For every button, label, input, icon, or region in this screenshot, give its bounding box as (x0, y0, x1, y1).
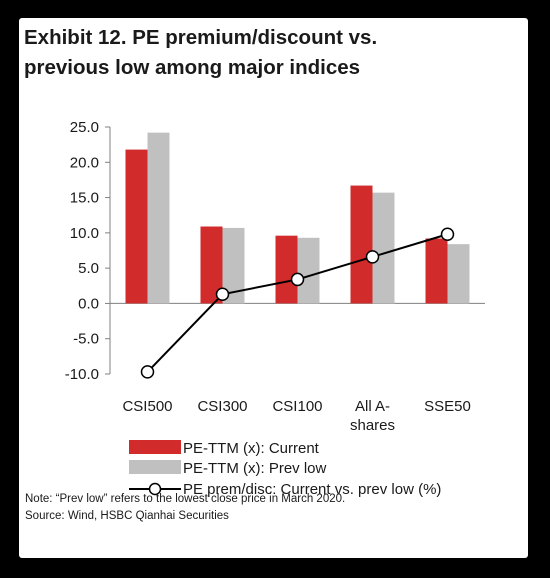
line-marker (440, 227, 455, 242)
legend-swatch-prev-low (129, 460, 181, 474)
x-category-label: shares (350, 417, 395, 434)
legend-label: PE-TTM (x): Prev low (183, 460, 327, 477)
y-tick-label: 25.0 (70, 119, 99, 136)
x-category-label: CSI100 (272, 398, 322, 415)
chart-source: Source: Wind, HSBC Qianhai Securities (25, 510, 229, 522)
x-category-label: SSE50 (424, 398, 471, 415)
y-tick-label: 20.0 (70, 154, 99, 171)
line-marker (290, 272, 305, 287)
bar-current (275, 235, 298, 304)
legend-label: PE-TTM (x): Current (183, 440, 320, 457)
y-tick-label: 0.0 (78, 295, 99, 312)
y-tick-label: -10.0 (65, 366, 99, 383)
bar-prev-low (297, 237, 320, 304)
x-category-label: CSI500 (122, 398, 172, 415)
bar-current (125, 149, 148, 304)
bar-prev-low (372, 192, 395, 304)
x-category-label: All A- (355, 398, 390, 415)
y-tick-label: -5.0 (73, 331, 99, 348)
chart-title-line-2: previous low among major indices (24, 56, 361, 79)
bar-current (425, 238, 448, 304)
line-marker (365, 250, 380, 264)
y-tick-label: 5.0 (78, 260, 99, 277)
chart-title-line-1: Exhibit 12. PE premium/discount vs. (24, 26, 378, 49)
x-category-label: CSI300 (197, 398, 247, 415)
legend-label: PE prem/disc: Current vs. prev low (%) (183, 481, 441, 498)
bar-current (200, 226, 223, 304)
bar-prev-low (447, 244, 470, 304)
chart-note: Note: “Prev low” refers to the lowest cl… (25, 493, 346, 505)
legend-swatch-current (129, 440, 181, 454)
line-marker (215, 287, 230, 302)
bar-prev-low (222, 227, 245, 304)
bar-prev-low (147, 132, 170, 304)
y-tick-label: 15.0 (70, 190, 99, 207)
legend-swatch-marker (148, 482, 162, 496)
bar-current (350, 185, 373, 304)
line-marker (140, 365, 155, 379)
y-tick-label: 10.0 (70, 225, 99, 242)
